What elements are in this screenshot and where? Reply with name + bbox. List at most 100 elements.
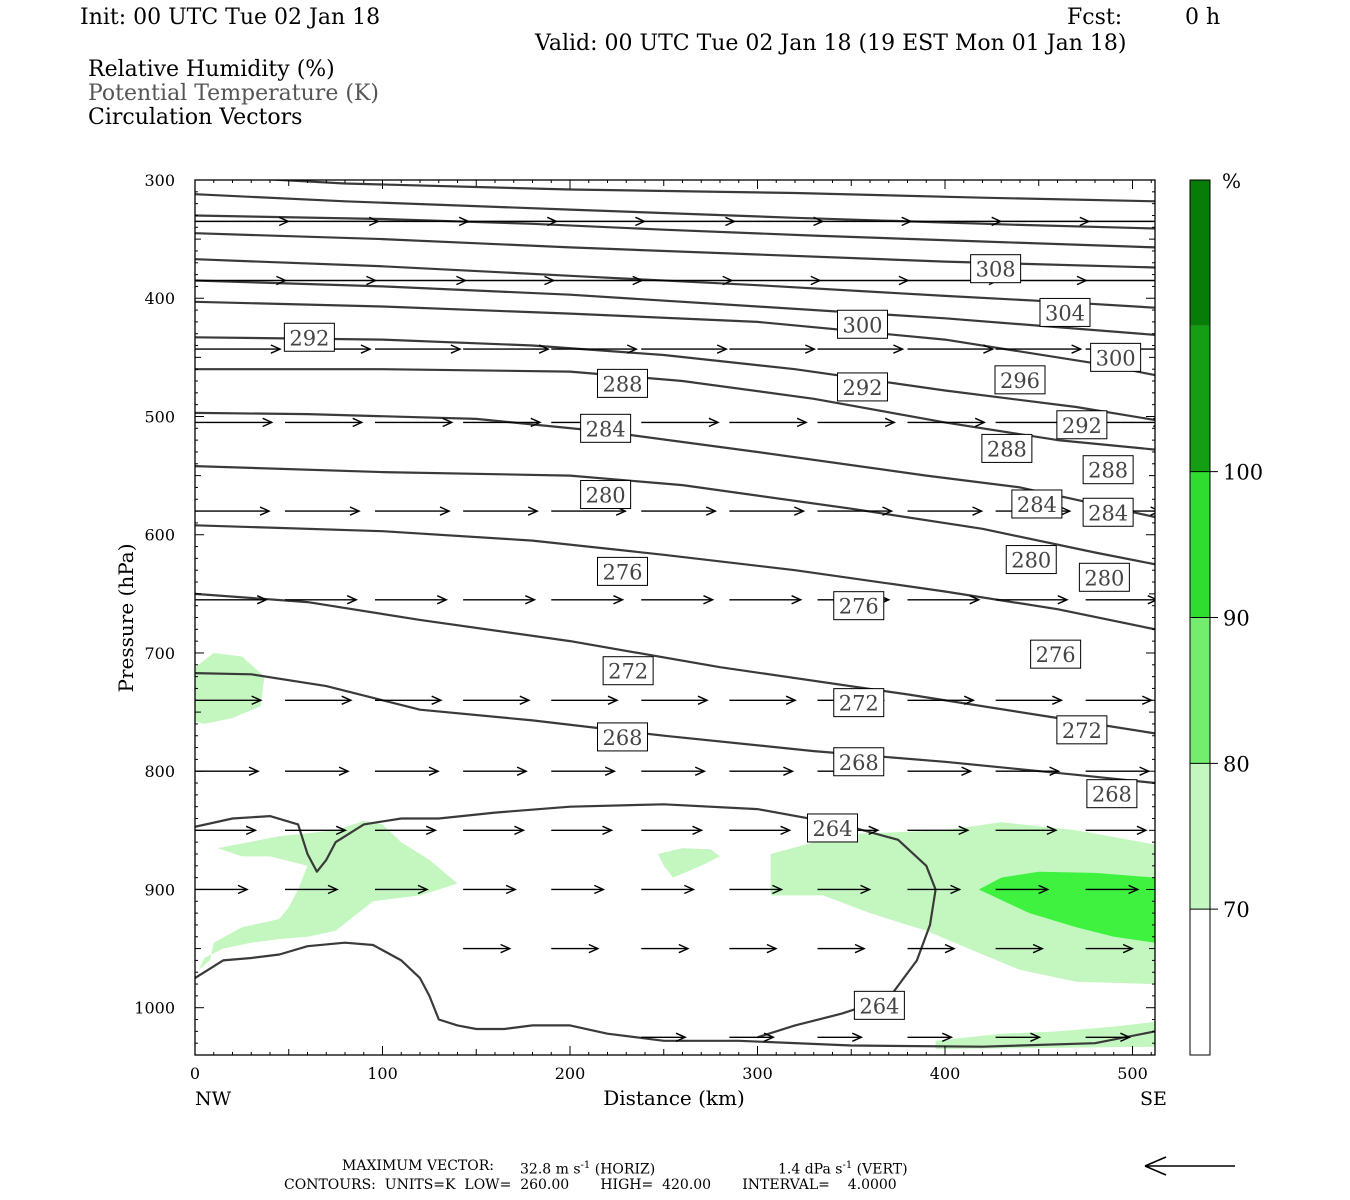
vector-head [868, 825, 880, 836]
contour-label-text: 268 [602, 726, 642, 750]
vector-head [766, 943, 778, 954]
circulation-vector [195, 506, 271, 516]
circulation-vector [641, 766, 707, 776]
contour-label-text: 264 [812, 817, 852, 841]
circulation-vector [729, 695, 797, 705]
circulation-vector [641, 943, 690, 954]
vector-head [796, 417, 808, 428]
y-tick-label: 300 [144, 171, 175, 190]
circulation-vector [817, 884, 872, 895]
colorbar-segment [1190, 617, 1210, 764]
vector-head [854, 943, 866, 954]
circulation-vector [375, 884, 429, 895]
contour-label-text: 300 [1096, 346, 1136, 370]
vector-head [607, 695, 619, 705]
circulation-vector [641, 506, 718, 516]
rh-region-70 [195, 653, 265, 724]
theta-contour [195, 193, 1155, 230]
circulation-vector [551, 825, 614, 836]
circulation-vector [907, 695, 976, 705]
circulation-vector [551, 695, 619, 705]
x-tick-label: 200 [555, 1064, 586, 1083]
vector-head [346, 595, 359, 605]
vector-head [791, 595, 803, 605]
contour-label-text: 280 [1011, 549, 1051, 573]
contour-label: 288 [597, 368, 648, 398]
vector-head [360, 344, 372, 354]
contour-label-text: 292 [1062, 414, 1102, 438]
vector-head [961, 766, 973, 776]
contour-label: 280 [1078, 562, 1130, 592]
contour-label-layer: 308 304 300 300 296 292 292 292 288 288 288 284 284 2… [283, 254, 1142, 1020]
vector-head [1147, 595, 1155, 605]
circulation-vector [375, 825, 438, 836]
vector-head [538, 344, 550, 354]
contour-label: 304 [1039, 297, 1091, 327]
vector-head [1128, 884, 1140, 895]
circulation-vector [995, 695, 1064, 705]
y-tick-label: 500 [144, 407, 175, 426]
contour-label-box [833, 688, 885, 718]
circulation-vector [641, 825, 704, 836]
horiz-tag: (HORIZ) [594, 1161, 656, 1178]
colorbar-segment [1190, 180, 1210, 326]
field-label-vectors: Circulation Vectors [88, 105, 303, 130]
circulation-vector [375, 695, 443, 705]
contour-label-text: 264 [859, 994, 899, 1018]
contour-label: 308 [970, 254, 1022, 284]
max-vector-horiz: 32.8 m s-1 (HORIZ) [520, 1158, 655, 1178]
circulation-vector [375, 417, 454, 428]
contour-label: 280 [580, 480, 632, 510]
colorbar-segment [1190, 325, 1210, 472]
contour-label-box [970, 254, 1022, 284]
contour-label-text: 284 [1017, 493, 1057, 517]
vector-head [703, 595, 715, 605]
vector-head [237, 884, 249, 895]
contour-label-box [1005, 545, 1057, 575]
colorbar-unit: % [1222, 169, 1241, 193]
circulation-vector [641, 884, 696, 895]
vector-head [1120, 1032, 1132, 1042]
contour-label-text: 268 [1092, 783, 1132, 807]
circulation-vector [463, 695, 531, 705]
circulation-vector [817, 943, 866, 954]
vector-head [450, 344, 462, 354]
circulation-vector [995, 884, 1050, 895]
horiz-unit-exponent: -1 [580, 1160, 591, 1171]
theta-contour [195, 592, 1155, 735]
circulation-vector [1085, 279, 1155, 282]
circulation-vector [375, 595, 449, 605]
colorbar-level-label: 100 [1223, 461, 1263, 485]
vector-head [594, 884, 606, 895]
circulation-vector [551, 943, 600, 954]
circulation-vector [729, 417, 808, 428]
vector-head [439, 506, 451, 516]
vector-head [1046, 825, 1058, 836]
theta-contour [195, 803, 937, 1039]
contours-info: CONTOURS: UNITS=K LOW= 260.00 HIGH= 420.… [284, 1177, 897, 1193]
vector-head [1142, 695, 1154, 705]
vector-head [1162, 345, 1171, 353]
vector-head [500, 943, 512, 954]
vector-head [1032, 943, 1045, 954]
contour-label-text: 276 [602, 560, 642, 584]
y-tick-label: 1000 [134, 999, 175, 1018]
contour-label-text: 276 [1036, 643, 1076, 667]
theta-contour [195, 941, 1155, 1048]
theta-contour [195, 279, 1155, 336]
vector-head [763, 1032, 776, 1042]
circulation-vector [1085, 595, 1155, 605]
reference-vector-arrow [1144, 1156, 1235, 1176]
theta-contour [260, 180, 1155, 203]
x-tick-label: 100 [367, 1064, 398, 1083]
x-end-label-right: SE [1140, 1088, 1167, 1110]
colorbar: 70 80 90 100 [1189, 179, 1263, 1056]
circulation-vector [995, 943, 1045, 954]
vector-head [708, 417, 720, 428]
circulation-vector [995, 595, 1069, 605]
vector-head [972, 506, 984, 516]
contour-label: 268 [597, 722, 648, 752]
vector-head [442, 417, 454, 428]
theta-contour [195, 368, 1155, 451]
vector-head [983, 344, 995, 354]
